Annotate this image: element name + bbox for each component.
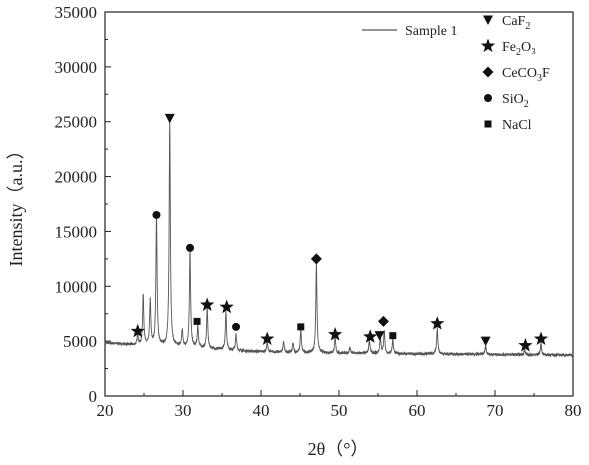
- y-tick-label: 10000: [55, 277, 98, 296]
- series-layer: [104, 121, 574, 358]
- phase-marker-circle: [232, 322, 241, 331]
- y-tick-label: 20000: [55, 168, 98, 187]
- phase-marker-star: [533, 331, 549, 346]
- x-tick-label: 40: [253, 401, 270, 420]
- y-tick-label: 25000: [55, 113, 98, 132]
- phase-marker-star: [219, 299, 234, 314]
- legend-label-sample: Sample 1: [405, 24, 458, 39]
- legend-label: CeCO3F: [502, 66, 550, 84]
- phase-marker-square: [193, 317, 201, 325]
- phase-marker-diamond: [310, 253, 322, 265]
- legend-marker-square: [484, 120, 492, 128]
- y-axis: 0 5000 10000 15000 20000 25000 30000 35000: [55, 3, 111, 406]
- legend: Sample 1 CaF2 Fe2O₃ CeCO3F SiO2 NaCl: [362, 14, 550, 133]
- x-tick-label: 70: [487, 401, 504, 420]
- x-axis-title: 2θ（°）: [308, 439, 369, 459]
- phase-marker-star: [518, 338, 533, 352]
- phase-marker-star: [260, 331, 275, 346]
- y-tick-label: 0: [89, 387, 98, 406]
- y-tick-label: 15000: [55, 222, 98, 241]
- phase-marker-circle: [152, 210, 161, 219]
- x-tick-label: 50: [331, 401, 348, 420]
- x-tick-label: 20: [97, 401, 114, 420]
- phase-marker-triangle-down: [480, 336, 491, 347]
- phase-marker-triangle-down: [164, 113, 175, 124]
- y-tick-label: 5000: [63, 332, 97, 351]
- y-tick-label: 30000: [55, 58, 98, 77]
- phase-marker-star: [200, 297, 215, 311]
- y-axis-title: Intensity（a.u.）: [6, 142, 26, 267]
- series-line-sample-1: [104, 121, 574, 358]
- x-axis: 20 30 40 50 60 70 80: [97, 390, 582, 420]
- phase-markers: [130, 113, 549, 352]
- legend-marker-diamond: [482, 66, 494, 78]
- phase-marker-diamond: [377, 315, 389, 327]
- phase-marker-triangle-down: [374, 331, 385, 341]
- phase-marker-star: [130, 323, 145, 338]
- phase-marker-square: [297, 323, 305, 331]
- phase-marker-square: [389, 332, 397, 340]
- legend-marker-circle: [484, 94, 492, 102]
- phase-marker-star: [363, 329, 378, 343]
- legend-label: NaCl: [502, 118, 532, 133]
- legend-marker-triangle-down: [483, 15, 493, 25]
- legend-label: CaF2: [502, 14, 530, 32]
- phase-marker-star: [327, 327, 343, 341]
- phase-marker-star: [430, 316, 445, 330]
- y-tick-label: 35000: [55, 3, 98, 22]
- phase-marker-circle: [186, 243, 195, 252]
- x-tick-label: 60: [409, 401, 426, 420]
- x-tick-label: 80: [565, 401, 582, 420]
- legend-label: Fe2O₃: [502, 40, 536, 58]
- legend-marker-star: [480, 38, 496, 53]
- x-tick-label: 30: [175, 401, 192, 420]
- legend-label: SiO2: [502, 92, 529, 110]
